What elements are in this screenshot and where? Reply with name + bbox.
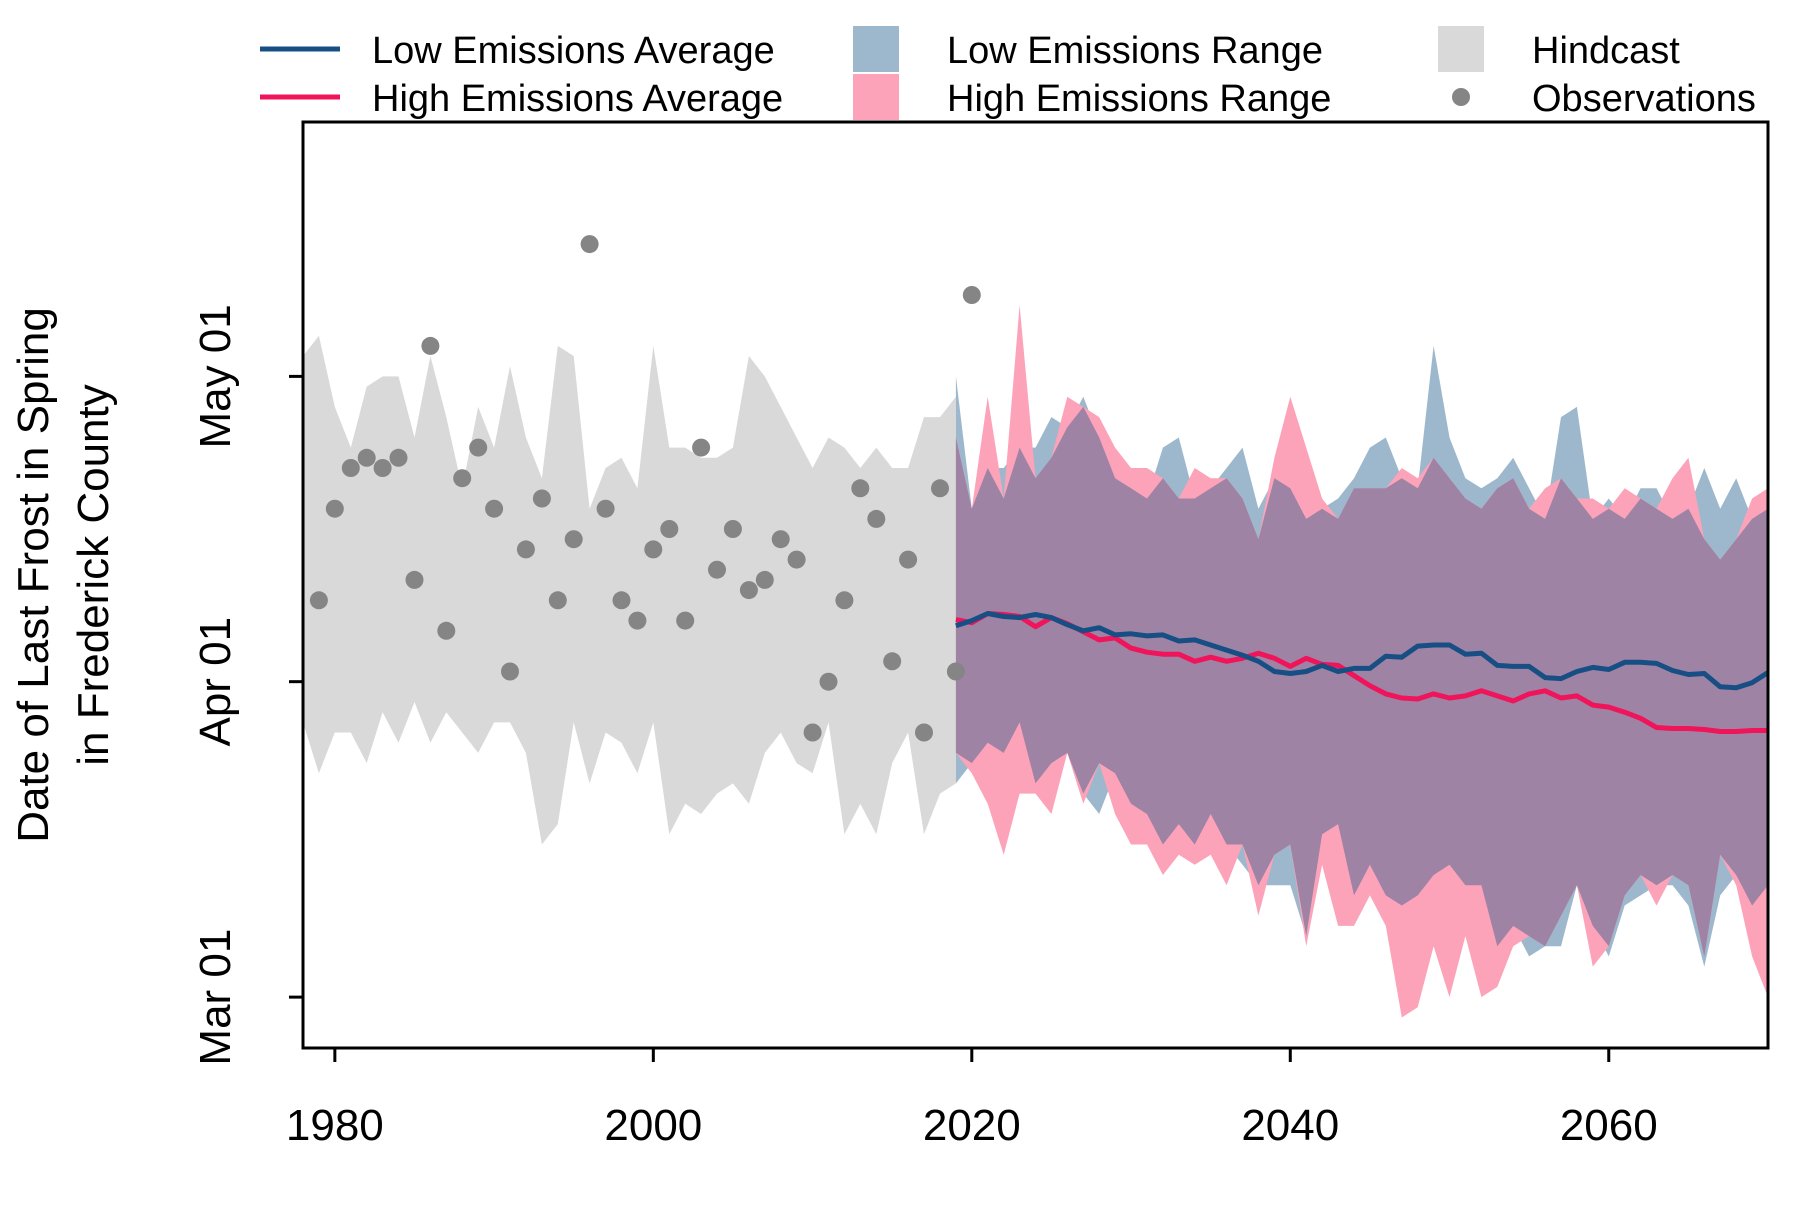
observation-point xyxy=(325,499,344,518)
observation-point xyxy=(437,621,456,640)
observation-point xyxy=(739,581,758,600)
observation-point xyxy=(931,479,949,498)
observation-point xyxy=(532,489,551,508)
observation-point xyxy=(389,448,408,467)
legend-fill-swatch xyxy=(853,74,899,120)
legend-label: Observations xyxy=(1532,78,1756,120)
observation-point xyxy=(883,652,902,671)
legend-label: Hindcast xyxy=(1532,30,1680,72)
observation-point xyxy=(835,591,854,610)
observation-point xyxy=(501,662,519,681)
observation-point xyxy=(516,540,535,559)
observation-point xyxy=(851,479,870,498)
observation-point xyxy=(771,530,790,549)
observation-point xyxy=(357,448,376,467)
observation-point xyxy=(580,235,599,254)
legend-fill-swatch xyxy=(1438,26,1484,72)
plot-frame xyxy=(301,120,1770,1050)
observation-point xyxy=(803,723,822,742)
y-tick-label: Mar 01 xyxy=(191,929,240,1066)
observation-point xyxy=(644,540,663,559)
observation-point xyxy=(660,520,679,538)
observation-point xyxy=(962,286,981,304)
observations-layer xyxy=(309,235,981,742)
x-axis: 1980 2000 2020 2040 2060 xyxy=(286,1048,1658,1150)
observation-point xyxy=(405,570,424,589)
observation-point xyxy=(787,550,806,569)
high-emissions-average-line xyxy=(955,611,1768,734)
legend-label: Low Emissions Range xyxy=(947,30,1323,72)
x-tick-label: 2060 xyxy=(1560,1101,1658,1150)
x-tick-label: 2020 xyxy=(923,1101,1021,1150)
y-tick-label: May 01 xyxy=(191,304,240,448)
y-axis-title: Date of Last Frost in Spring in Frederick… xyxy=(9,307,118,843)
low-emissions-average-line xyxy=(955,611,1768,691)
observation-point xyxy=(485,499,504,518)
legend-label: High Emissions Range xyxy=(947,78,1331,120)
observation-point xyxy=(453,469,472,488)
y-axis: Mar 01 Apr 01 May 01 xyxy=(191,304,303,1066)
observation-point xyxy=(946,662,965,681)
observation-point xyxy=(899,550,918,569)
legend-point-swatch xyxy=(1452,88,1470,106)
y-axis-title-line: in Frederick County xyxy=(69,384,118,765)
observation-point xyxy=(373,459,392,477)
observation-point xyxy=(676,611,695,630)
y-tick-label: Apr 01 xyxy=(191,617,240,747)
legend-fill-swatch xyxy=(853,26,899,72)
observation-point xyxy=(548,591,567,610)
x-tick-label: 2000 xyxy=(604,1101,702,1150)
observation-point xyxy=(341,459,360,477)
observation-point xyxy=(755,570,774,589)
hindcast-range-band xyxy=(303,335,956,845)
x-tick-label: 2040 xyxy=(1241,1101,1339,1150)
observation-point xyxy=(819,672,838,691)
observation-point xyxy=(309,591,328,610)
legend-label: Low Emissions Average xyxy=(372,30,775,72)
observation-point xyxy=(867,509,886,528)
observation-point xyxy=(612,591,631,610)
observation-point xyxy=(628,611,647,630)
observation-point xyxy=(692,438,711,457)
scenario-averages-layer xyxy=(955,611,1768,734)
observation-point xyxy=(469,438,488,457)
legend-label: High Emissions Average xyxy=(372,78,783,120)
observation-point xyxy=(708,560,726,579)
observation-point xyxy=(596,499,615,518)
y-axis-title-line: Date of Last Frost in Spring xyxy=(9,307,58,843)
x-tick-label: 1980 xyxy=(286,1101,384,1150)
observation-point xyxy=(564,530,583,549)
observation-point xyxy=(421,336,440,355)
legend: Low Emissions Average High Emissions Aver… xyxy=(260,26,1756,120)
observation-point xyxy=(723,520,742,538)
hindcast-range-layer xyxy=(303,335,956,845)
scenario-ranges-layer xyxy=(955,305,1768,1018)
observation-point xyxy=(915,723,933,742)
